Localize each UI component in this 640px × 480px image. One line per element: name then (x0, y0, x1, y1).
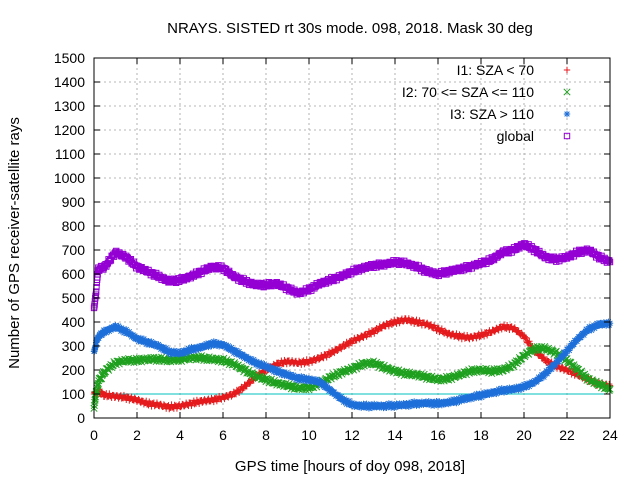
legend-label: I3: SZA > 110 (450, 106, 534, 122)
series-i1-point (298, 361, 305, 368)
y-tick-label: 1500 (54, 50, 85, 66)
x-tick-label: 4 (176, 427, 184, 443)
x-tick-label: 14 (387, 427, 403, 443)
x-tick-label: 22 (559, 427, 575, 443)
series-i1-point (188, 402, 195, 409)
y-tick-label: 0 (77, 410, 85, 426)
series-i2-point (117, 357, 125, 365)
series-i1-point (341, 343, 348, 350)
y-tick-label: 1300 (54, 98, 85, 114)
series-i1-point (171, 401, 178, 409)
data-series (90, 240, 614, 413)
series-i1-point (128, 393, 135, 400)
series-i1-point (521, 333, 528, 340)
series-i1-point (461, 335, 469, 342)
series-i1-point (393, 320, 400, 327)
y-tick-label: 500 (62, 290, 86, 306)
series-i1-point (495, 327, 502, 334)
y-tick-label: 900 (62, 194, 86, 210)
series-i1-point (283, 360, 290, 368)
x-tick-label: 16 (430, 427, 446, 443)
y-tick-label: 700 (62, 242, 86, 258)
series-i2-point (604, 385, 613, 393)
series-i1-point (480, 333, 488, 340)
legend-label: I1: SZA < 70 (457, 62, 535, 78)
series-i1-point (360, 334, 367, 341)
chart-title: NRAYS. SISTED rt 30s mode. 098, 2018. Ma… (167, 20, 533, 37)
x-tick-label: 2 (133, 427, 141, 443)
series-i1-point (235, 389, 243, 396)
y-tick-label: 200 (62, 362, 86, 378)
y-tick-label: 600 (62, 266, 86, 282)
series-i1-point (232, 390, 240, 398)
y-tick-label: 1100 (55, 146, 85, 162)
series-i1-point (526, 338, 533, 345)
legend-label: global (497, 128, 534, 144)
y-tick-label: 1000 (54, 170, 85, 186)
series-i1-point (540, 353, 548, 361)
series-i1-point (427, 321, 435, 328)
series-i2 (90, 342, 614, 412)
series-i1-point (606, 380, 613, 388)
series-i1-point (453, 330, 460, 337)
x-tick-label: 24 (602, 427, 618, 443)
series-i1-point (500, 321, 508, 328)
series-i1-point (246, 380, 254, 387)
x-tick-label: 6 (219, 427, 227, 443)
series-i1-point (143, 397, 150, 405)
y-tick-label: 300 (62, 338, 86, 354)
x-tick-label: 18 (473, 427, 489, 443)
x-axis-label: GPS time [hours of doy 098, 2018] (235, 458, 465, 475)
x-tick-label: 12 (344, 427, 360, 443)
series-i1-point (334, 347, 341, 354)
series-i1-point (103, 393, 111, 401)
legend-label: I2: 70 <= SZA <= 110 (402, 84, 534, 100)
y-tick-label: 100 (62, 386, 86, 402)
y-tick-label: 1200 (54, 122, 85, 138)
legend-marker (563, 110, 571, 118)
x-tick-label: 20 (516, 427, 532, 443)
y-axis-label: Number of GPS receiver-satellite rays (6, 117, 23, 369)
x-tick-label: 10 (301, 427, 317, 443)
series-i1-point (326, 351, 333, 359)
series-i1-point (523, 334, 530, 341)
series-i1-point (210, 398, 217, 406)
series-i1-point (320, 354, 327, 362)
series-i1-point (243, 383, 251, 390)
series-i1-point (385, 322, 393, 330)
series-i1-point (524, 338, 532, 346)
series-i1-point (543, 356, 551, 363)
y-tick-label: 400 (62, 314, 86, 330)
y-tick-label: 1400 (54, 74, 85, 90)
series-i1-point (413, 316, 420, 323)
x-tick-label: 8 (262, 427, 270, 443)
series-i1-point (195, 400, 203, 407)
x-tick-label: 0 (90, 427, 98, 443)
y-tick-label: 800 (62, 218, 86, 234)
